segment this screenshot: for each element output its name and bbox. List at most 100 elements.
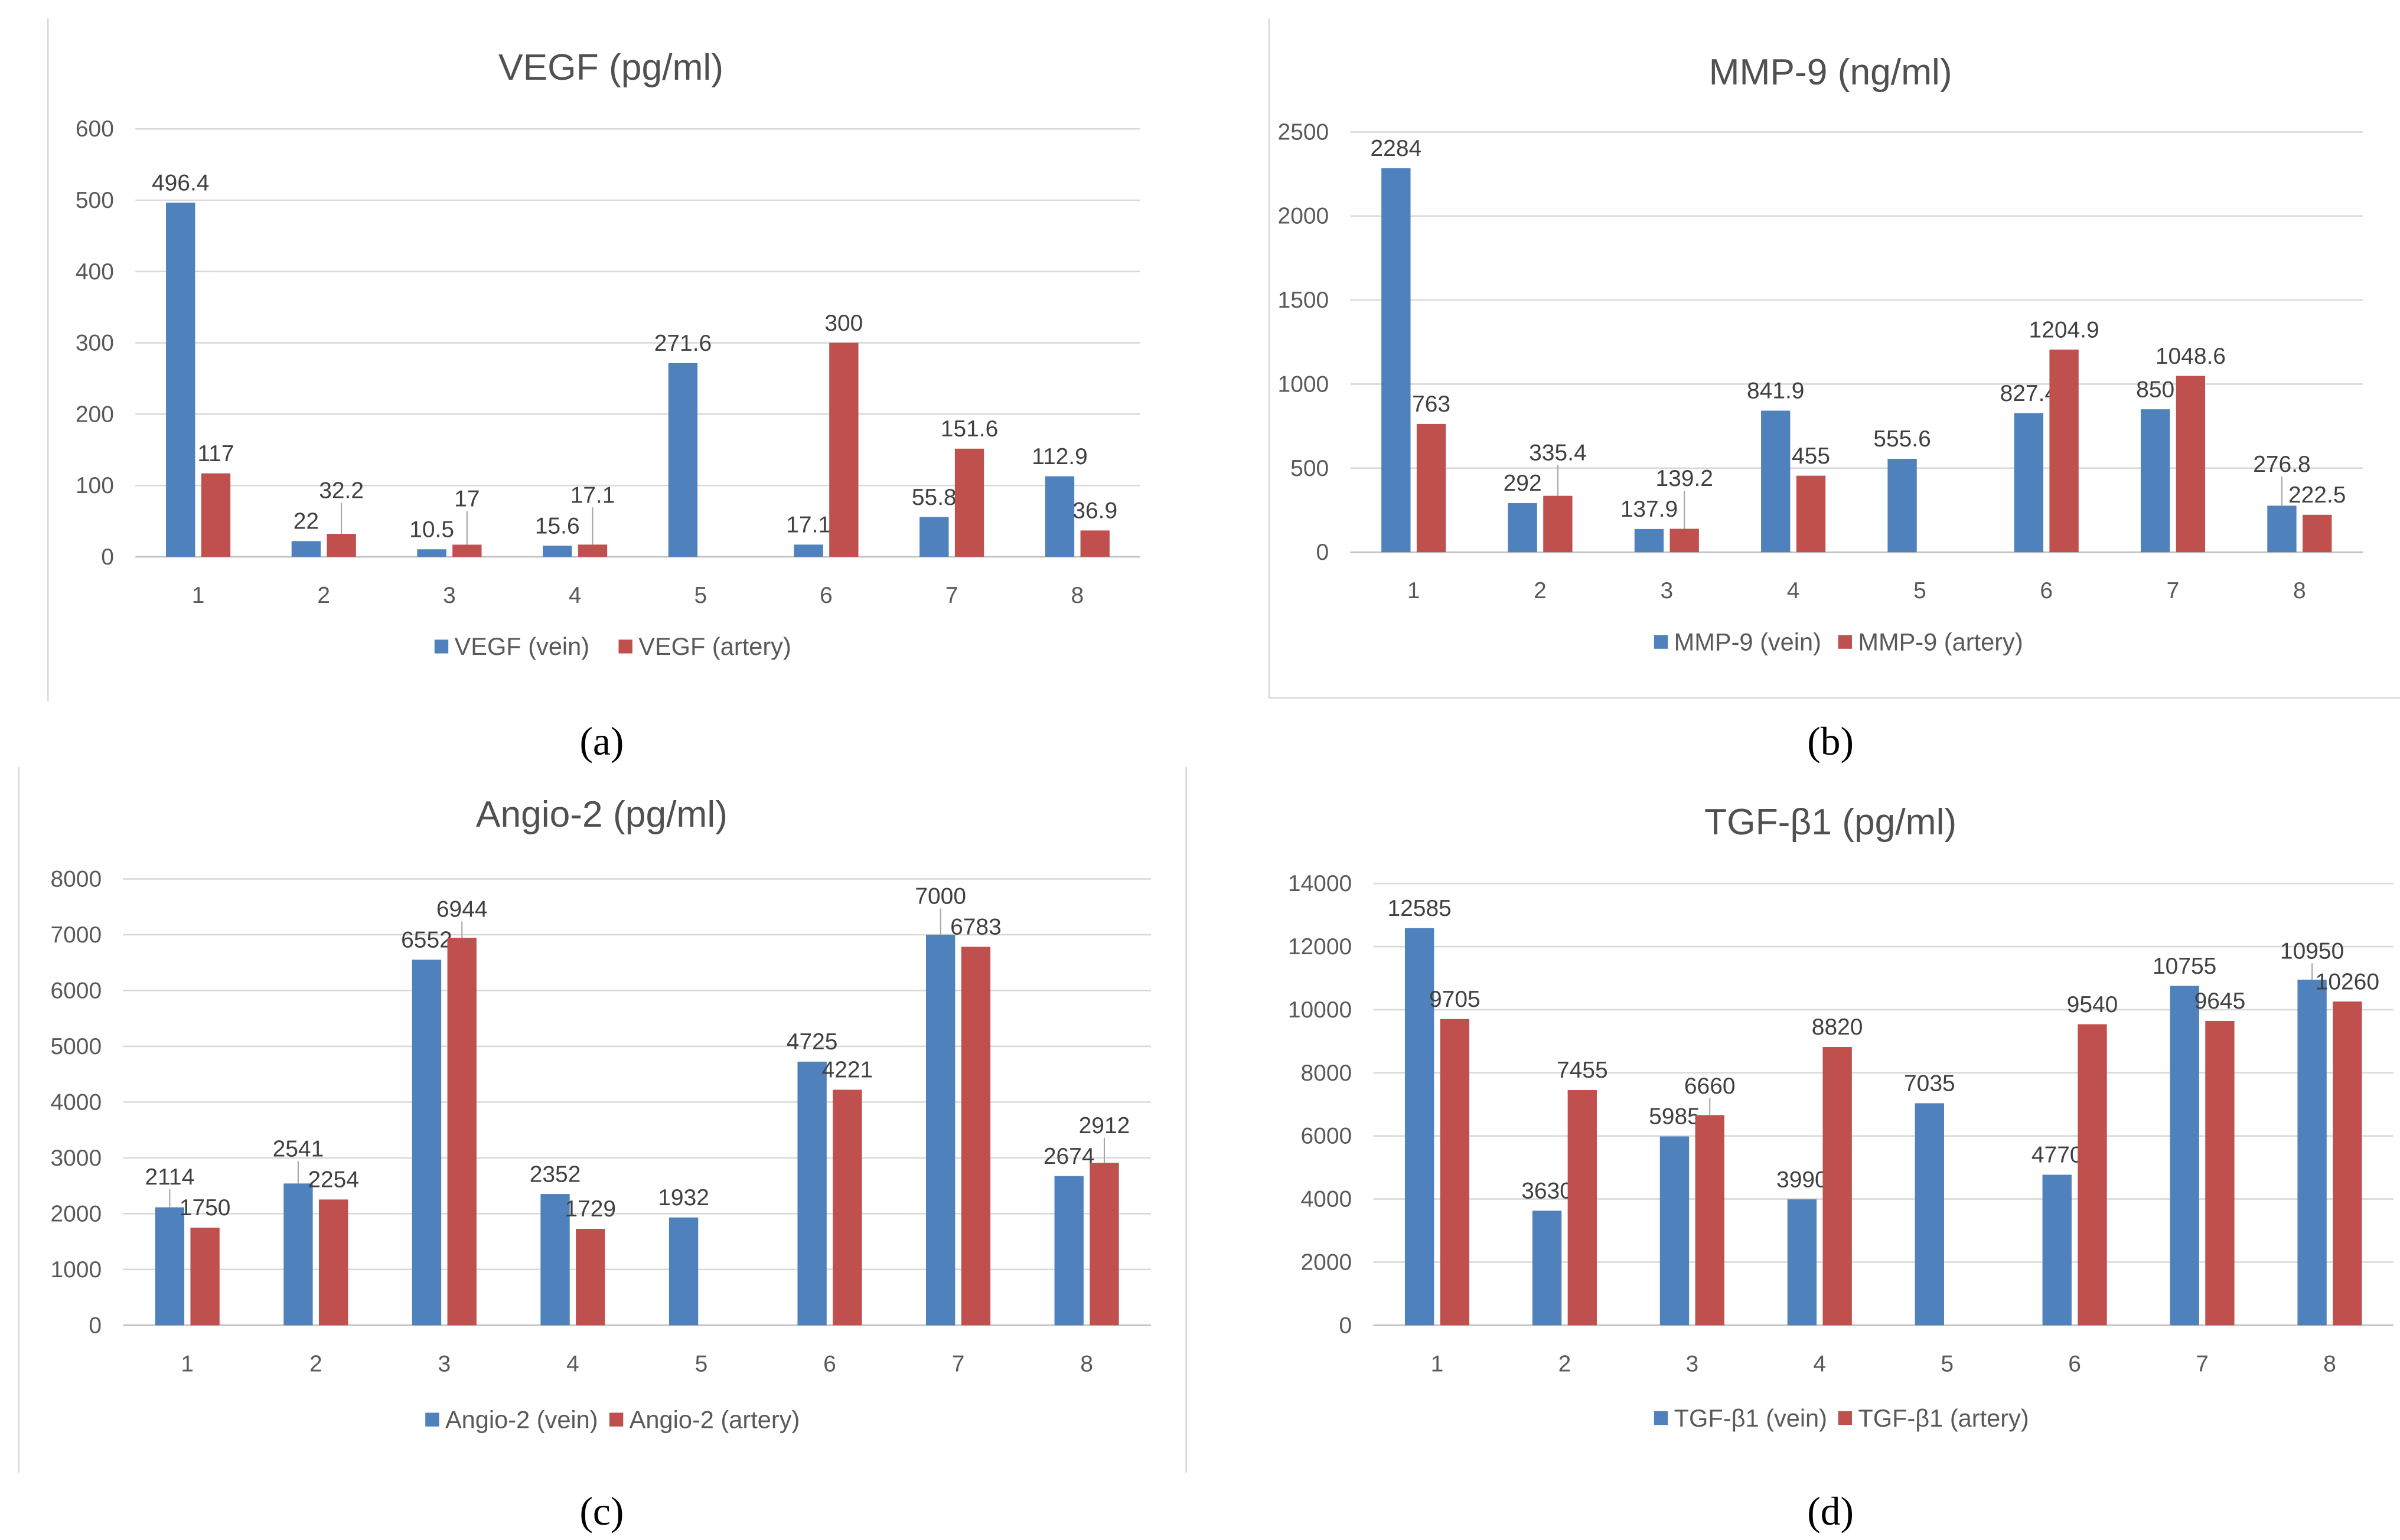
y-tick-label: 0 [1339, 1313, 1352, 1338]
bar-vein [1659, 1136, 1690, 1326]
x-tick-label: 1 [1431, 1351, 1444, 1376]
x-tick-label: 3 [1686, 1351, 1699, 1376]
legend-label: MMP-9 (artery) [1858, 628, 2023, 655]
legend-label: VEGF (artery) [638, 632, 791, 660]
y-tick-label: 2000 [1278, 204, 1329, 229]
y-tick-label: 4000 [1301, 1187, 1352, 1212]
bar-artery [447, 938, 477, 1326]
y-tick-label: 300 [76, 331, 114, 356]
data-label: 9705 [1429, 987, 1481, 1012]
legend-swatch [425, 1412, 439, 1427]
data-label: 7035 [1904, 1071, 1955, 1097]
bar-vein [2042, 1174, 2072, 1326]
legend-label: Angio-2 (vein) [445, 1405, 598, 1433]
data-label: 5985 [1649, 1104, 1700, 1130]
data-label: 7455 [1557, 1058, 1608, 1083]
bar-vein [417, 549, 446, 557]
bar-vein [1887, 458, 1917, 553]
bar-artery [1796, 475, 1826, 553]
bar-artery [1543, 495, 1573, 553]
y-tick-label: 2000 [50, 1201, 102, 1226]
bar-vein [2297, 980, 2327, 1326]
data-label: 15.6 [535, 513, 580, 539]
y-tick-label: 1000 [50, 1257, 102, 1283]
bar-vein [283, 1183, 313, 1326]
data-label: 2114 [145, 1164, 194, 1190]
data-label: 763 [1412, 391, 1450, 417]
data-label: 827.4 [2000, 381, 2057, 406]
bar-vein [2170, 986, 2199, 1326]
data-label: 335.4 [1529, 440, 1586, 465]
data-label: 139.2 [1655, 466, 1713, 491]
bar-artery [1080, 530, 1110, 557]
bar-artery [954, 448, 984, 557]
data-label: 112.9 [1032, 444, 1088, 469]
data-label: 10260 [2316, 969, 2379, 994]
bar-vein [1381, 168, 1411, 553]
bar-artery [833, 1089, 862, 1326]
data-label: 55.8 [912, 485, 957, 510]
y-tick-label: 100 [76, 473, 114, 498]
bar-vein [1915, 1103, 1945, 1326]
legend-swatch [1654, 1411, 1668, 1425]
data-label: 4770 [2031, 1143, 2083, 1168]
x-tick-label: 4 [566, 1351, 579, 1376]
bar-artery [201, 473, 231, 557]
bar-artery [1822, 1047, 1852, 1326]
y-tick-label: 6000 [1301, 1124, 1352, 1149]
bar-vein [155, 1207, 185, 1326]
x-tick-label: 2 [1558, 1351, 1571, 1376]
panel-b-border [1268, 18, 2400, 699]
y-tick-label: 2000 [1301, 1249, 1352, 1275]
data-label: 8820 [1812, 1014, 1863, 1040]
y-tick-label: 1500 [1278, 288, 1329, 313]
bar-artery [2176, 376, 2206, 553]
bar-vein [412, 960, 442, 1326]
data-label: 7000 [915, 884, 966, 909]
x-tick-label: 5 [694, 583, 707, 608]
y-tick-label: 500 [76, 188, 114, 213]
bar-vein [1054, 1176, 1084, 1326]
data-label: 117 [197, 441, 234, 466]
bar-vein [166, 203, 195, 557]
data-label: 4725 [787, 1029, 838, 1055]
data-label: 2352 [530, 1161, 581, 1187]
bar-artery [1695, 1115, 1724, 1326]
bar-vein [1404, 928, 1434, 1326]
x-tick-label: 4 [1813, 1351, 1826, 1376]
bar-artery [452, 544, 482, 557]
legend-label: TGF-β1 (vein) [1674, 1404, 1827, 1432]
bar-artery [2205, 1020, 2235, 1326]
x-tick-label: 7 [2196, 1351, 2209, 1376]
panel-label: (a) [579, 719, 624, 764]
bar-vein [291, 541, 321, 557]
data-label: 276.8 [2253, 452, 2310, 477]
x-tick-label: 8 [2293, 578, 2306, 603]
x-tick-label: 5 [695, 1351, 708, 1376]
data-label: 6552 [401, 927, 452, 952]
y-tick-label: 3000 [50, 1146, 102, 1171]
x-tick-label: 2 [1534, 578, 1547, 603]
bar-artery [318, 1199, 348, 1326]
bar-vein [669, 1217, 699, 1326]
bar-vein [540, 1194, 570, 1326]
data-label: 841.9 [1747, 379, 1804, 404]
x-tick-label: 4 [1787, 578, 1800, 603]
bar-artery [1416, 423, 1446, 553]
x-tick-label: 1 [192, 583, 205, 608]
x-tick-label: 6 [2040, 578, 2053, 603]
bar-artery [2333, 1001, 2362, 1326]
x-tick-label: 2 [317, 583, 330, 608]
y-tick-label: 7000 [50, 922, 102, 948]
bar-artery [829, 342, 859, 557]
bar-vein [668, 363, 698, 557]
data-label: 6660 [1684, 1074, 1736, 1099]
bar-artery [2078, 1024, 2107, 1326]
bar-artery [578, 544, 608, 557]
x-tick-label: 1 [181, 1351, 194, 1376]
data-label: 555.6 [1873, 426, 1931, 452]
legend-swatch [1654, 635, 1668, 649]
data-label: 6783 [950, 915, 1002, 940]
bar-vein [797, 1061, 827, 1326]
data-label: 151.6 [941, 416, 998, 442]
